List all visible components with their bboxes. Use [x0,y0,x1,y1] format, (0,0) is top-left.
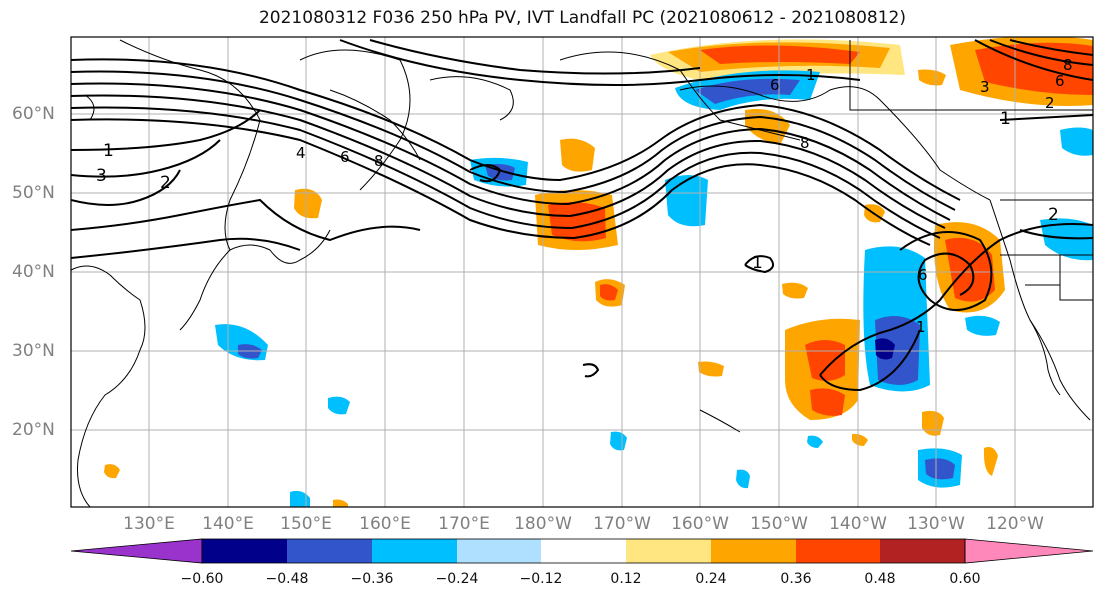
contour-label: 3 [980,78,990,96]
colorbar-swatch [70,538,203,564]
longitude-label: 150°W [750,514,808,534]
longitude-label: 170°W [593,514,651,534]
colorbar-swatch [796,539,880,563]
colorbar-swatch [457,539,541,563]
colorbar-swatch [880,539,965,563]
latitude-label: 50°N [12,183,55,203]
longitude-label: 180°W [514,514,572,534]
colorbar [70,538,1094,564]
contour-label: 6 [770,76,780,94]
contour-label: 2 [1048,205,1059,225]
colorbar-swatch [202,539,287,563]
latitude-label: 60°N [12,104,55,124]
contour-label: 4 [296,144,306,162]
contour-label: 2 [160,173,171,193]
latitude-label: 20°N [12,420,55,440]
longitude-label: 160°E [359,514,411,534]
contour-label: 1 [752,253,763,273]
contour-label: 1 [806,66,816,84]
colorbar-tick-label: 0.24 [695,571,727,587]
colorbar-swatch [711,539,796,563]
contour-label: 1 [916,318,926,336]
map-frame [70,36,1094,508]
contour-label: 8 [800,134,810,152]
longitude-label: 140°E [202,514,254,534]
colorbar-swatch [964,538,1094,564]
longitude-label: 130°E [123,514,175,534]
colorbar-tick-label: 0.60 [949,571,981,587]
longitude-label: 140°W [829,514,887,534]
contour-label: 6 [918,266,928,284]
contour-label: 6 [340,148,350,166]
longitude-label: 130°W [907,514,965,534]
colorbar-swatch [287,539,372,563]
map-title: 2021080312 F036 250 hPa PV, IVT Landfall… [258,8,906,28]
colorbar-tick-label: −0.36 [350,571,394,587]
colorbar-tick-label: −0.48 [265,571,309,587]
contour-label: 1 [1000,109,1011,129]
contour-label: 1 [103,141,114,161]
map-plot-area: 1 3 2 4 6 8 1 6 8 1 2 6 1 2 8 3 6 1 [71,37,1093,507]
contour-label: 8 [1063,56,1073,74]
colorbar-tick-label: 0.36 [780,571,812,587]
contour-labels: 1 3 2 4 6 8 1 6 8 1 2 6 1 2 8 3 6 1 [96,56,1073,336]
colorbar-tick-label: −0.24 [435,571,479,587]
longitude-label: 160°W [671,514,729,534]
longitude-label: 120°W [986,514,1044,534]
colorbar-tick-label: −0.12 [519,571,563,587]
colorbar-swatch [626,539,711,563]
longitude-label: 170°E [438,514,490,534]
colorbar-swatch [372,539,457,563]
colorbar-tick-label: 0.48 [864,571,896,587]
pv-contours [71,39,1093,392]
contour-label: 2 [1045,94,1055,112]
colorbar-tick-label: −0.60 [180,571,224,587]
contour-label: 3 [96,166,107,186]
contour-label: 8 [374,152,384,170]
colorbar-swatch [541,539,626,563]
latitude-label: 30°N [12,341,55,361]
graticule [71,37,1093,507]
contour-label: 6 [1055,72,1065,90]
latitude-label: 40°N [12,262,55,282]
longitude-label: 150°E [280,514,332,534]
colorbar-tick-label: 0.12 [610,571,642,587]
